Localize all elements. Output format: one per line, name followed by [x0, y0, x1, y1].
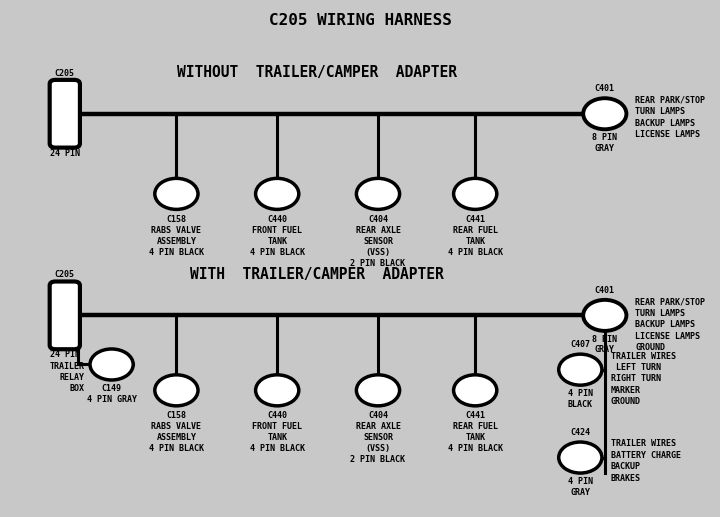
- Circle shape: [256, 375, 299, 406]
- Text: TRAILER WIRES
 LEFT TURN
RIGHT TURN
MARKER
GROUND: TRAILER WIRES LEFT TURN RIGHT TURN MARKE…: [611, 352, 675, 406]
- Text: 24 PIN: 24 PIN: [50, 149, 80, 158]
- Text: C158
RABS VALVE
ASSEMBLY
4 PIN BLACK: C158 RABS VALVE ASSEMBLY 4 PIN BLACK: [149, 411, 204, 453]
- FancyBboxPatch shape: [50, 80, 80, 148]
- Text: C440
FRONT FUEL
TANK
4 PIN BLACK: C440 FRONT FUEL TANK 4 PIN BLACK: [250, 215, 305, 257]
- Text: 8 PIN
GRAY: 8 PIN GRAY: [593, 335, 617, 355]
- Text: C407: C407: [570, 340, 590, 349]
- Text: 4 PIN
GRAY: 4 PIN GRAY: [568, 477, 593, 497]
- Text: REAR PARK/STOP
TURN LAMPS
BACKUP LAMPS
LICENSE LAMPS
GROUND: REAR PARK/STOP TURN LAMPS BACKUP LAMPS L…: [635, 297, 705, 352]
- Text: C158
RABS VALVE
ASSEMBLY
4 PIN BLACK: C158 RABS VALVE ASSEMBLY 4 PIN BLACK: [149, 215, 204, 257]
- Text: C404
REAR AXLE
SENSOR
(VSS)
2 PIN BLACK: C404 REAR AXLE SENSOR (VSS) 2 PIN BLACK: [351, 411, 405, 464]
- Text: C424: C424: [570, 428, 590, 437]
- Text: C441
REAR FUEL
TANK
4 PIN BLACK: C441 REAR FUEL TANK 4 PIN BLACK: [448, 411, 503, 453]
- Text: C205 WIRING HARNESS: C205 WIRING HARNESS: [269, 13, 451, 28]
- Circle shape: [454, 375, 497, 406]
- Text: C205: C205: [55, 270, 75, 279]
- Text: C401: C401: [595, 286, 615, 295]
- Text: 8 PIN
GRAY: 8 PIN GRAY: [593, 133, 617, 153]
- Circle shape: [155, 178, 198, 209]
- Text: 4 PIN
BLACK: 4 PIN BLACK: [568, 389, 593, 409]
- Circle shape: [155, 375, 198, 406]
- FancyBboxPatch shape: [50, 281, 80, 349]
- Circle shape: [454, 178, 497, 209]
- Circle shape: [90, 349, 133, 380]
- Circle shape: [583, 98, 626, 129]
- Text: TRAILER
RELAY
BOX: TRAILER RELAY BOX: [49, 362, 84, 393]
- Text: C149
4 PIN GRAY: C149 4 PIN GRAY: [86, 384, 137, 404]
- Text: C441
REAR FUEL
TANK
4 PIN BLACK: C441 REAR FUEL TANK 4 PIN BLACK: [448, 215, 503, 257]
- Circle shape: [559, 354, 602, 385]
- Text: TRAILER WIRES
BATTERY CHARGE
BACKUP
BRAKES: TRAILER WIRES BATTERY CHARGE BACKUP BRAK…: [611, 439, 680, 483]
- Text: C404
REAR AXLE
SENSOR
(VSS)
2 PIN BLACK: C404 REAR AXLE SENSOR (VSS) 2 PIN BLACK: [351, 215, 405, 268]
- Text: C401: C401: [595, 84, 615, 93]
- Text: 24 PIN: 24 PIN: [50, 351, 80, 359]
- Circle shape: [559, 442, 602, 473]
- Circle shape: [356, 375, 400, 406]
- Text: REAR PARK/STOP
TURN LAMPS
BACKUP LAMPS
LICENSE LAMPS: REAR PARK/STOP TURN LAMPS BACKUP LAMPS L…: [635, 96, 705, 139]
- Text: C440
FRONT FUEL
TANK
4 PIN BLACK: C440 FRONT FUEL TANK 4 PIN BLACK: [250, 411, 305, 453]
- Text: C205: C205: [55, 69, 75, 78]
- Text: WITHOUT  TRAILER/CAMPER  ADAPTER: WITHOUT TRAILER/CAMPER ADAPTER: [177, 65, 456, 80]
- Circle shape: [356, 178, 400, 209]
- Text: WITH  TRAILER/CAMPER  ADAPTER: WITH TRAILER/CAMPER ADAPTER: [190, 267, 444, 282]
- Circle shape: [583, 300, 626, 331]
- Circle shape: [256, 178, 299, 209]
